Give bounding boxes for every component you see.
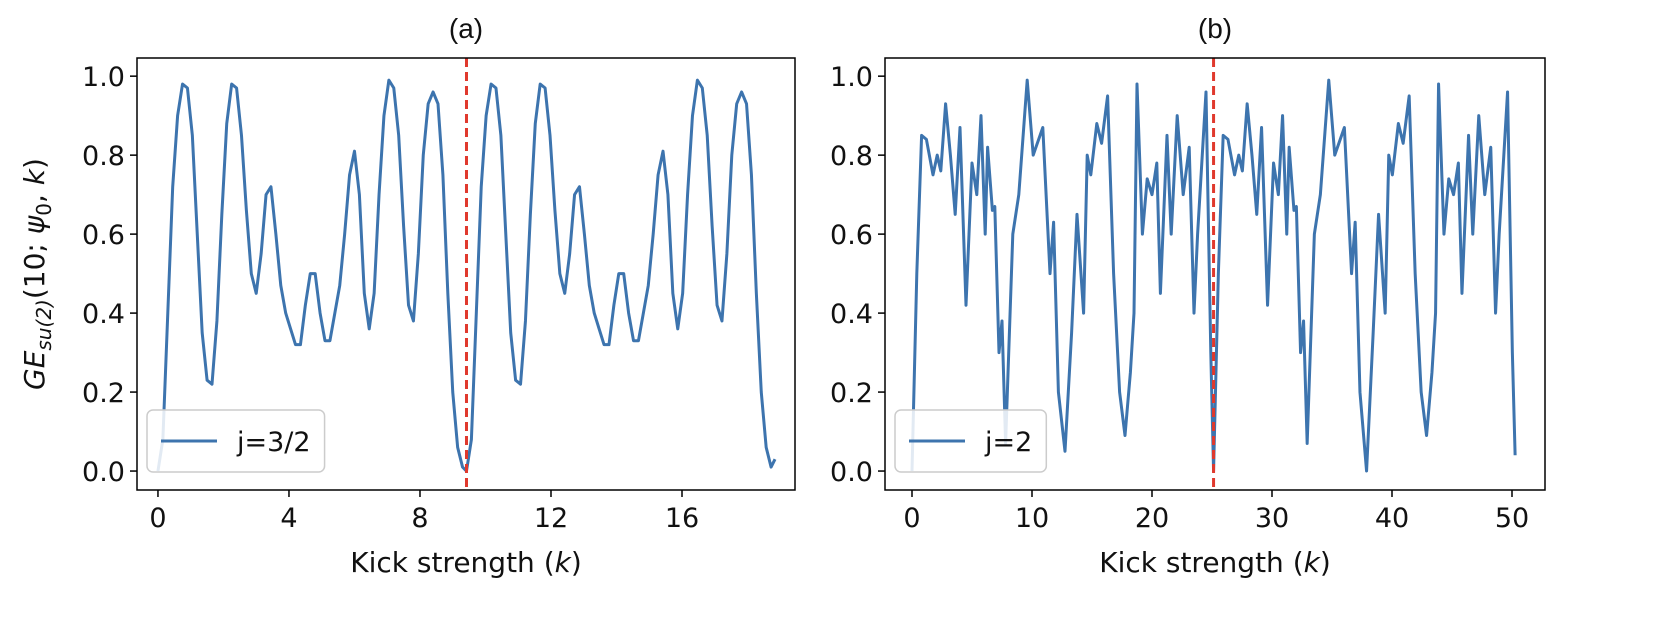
x-axis-label-part: k (555, 546, 573, 579)
x-axis-label: Kick strength (k) (350, 546, 582, 579)
legend-box (146, 409, 326, 473)
y-axis-label: GEsu(2)(10; ψ0, k) (18, 158, 56, 390)
y-tick-label: 0.4 (82, 299, 125, 330)
y-tick-label: 1.0 (830, 62, 873, 93)
axes-frame (884, 57, 1546, 491)
x-axis-label: Kick strength (k) (1099, 546, 1331, 579)
y-axis-label-part: , (18, 185, 51, 203)
y-tick-label: 1.0 (82, 62, 125, 93)
x-tick-label: 40 (1375, 503, 1409, 534)
y-axis-label-part: GE (18, 350, 51, 390)
x-axis-label-part: ) (571, 546, 582, 579)
x-tick-label: 0 (149, 503, 166, 534)
x-tick-label: 10 (1015, 503, 1049, 534)
y-tick-label: 0.8 (82, 141, 125, 172)
y-tick-label: 0.0 (82, 457, 125, 488)
x-tick-label: 20 (1135, 503, 1169, 534)
legend-box (894, 409, 1048, 473)
axes-frame (136, 57, 796, 491)
x-axis-label-part: Kick strength ( (350, 546, 554, 579)
y-axis-label-part: (10; (18, 234, 51, 299)
legend-label: j=3/2 (236, 427, 311, 458)
x-tick-label: 16 (665, 503, 699, 534)
y-tick-label: 0.2 (82, 378, 125, 409)
legend: j=3/2 (146, 409, 326, 473)
subplot: (a) 0.0 0.2 0.4 0.6 0.8 1.0 0 4 8 12 16 Kick strengt… (18, 13, 796, 579)
subplot-title: (b) (1198, 13, 1232, 44)
y-tick-label: 0.4 (830, 299, 873, 330)
y-tick-label: 0.2 (830, 378, 873, 409)
x-axis-label-part: k (1304, 546, 1322, 579)
y-tick-label: 0.8 (830, 141, 873, 172)
subplot-title: (a) (449, 13, 483, 44)
y-tick-label: 0.0 (830, 457, 873, 488)
x-tick-label: 0 (903, 503, 920, 534)
x-tick-label: 30 (1255, 503, 1289, 534)
x-tick-label: 12 (534, 503, 568, 534)
y-axis-label-part: su(2) (32, 299, 56, 350)
subplot: (b) 0.0 0.2 0.4 0.6 0.8 1.0 0 10 20 30 40 50 Kick str… (830, 13, 1546, 579)
x-axis-label-part: Kick strength ( (1099, 546, 1303, 579)
x-tick-label: 50 (1495, 503, 1529, 534)
x-axis-label-part: ) (1320, 546, 1331, 579)
y-tick-label: 0.6 (82, 220, 125, 251)
legend-label: j=2 (984, 427, 1032, 458)
y-axis-label-part: 0 (32, 203, 56, 216)
y-tick-label: 0.6 (830, 220, 873, 251)
y-axis-label-part: ψ (18, 215, 51, 234)
legend: j=2 (894, 409, 1048, 473)
x-tick-label: 4 (280, 503, 297, 534)
y-axis-label-part: k (18, 167, 51, 185)
x-tick-label: 8 (411, 503, 428, 534)
y-axis-label-part: ) (18, 158, 51, 169)
